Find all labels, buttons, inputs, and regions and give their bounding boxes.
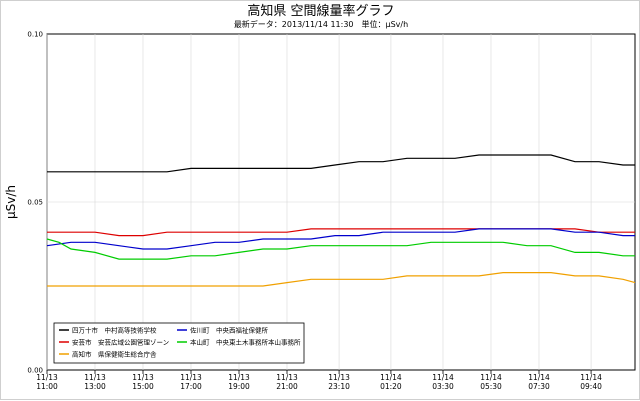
series-line-0 <box>47 154 635 173</box>
x-tick-date: 11/13 <box>84 373 106 382</box>
legend-label: 本山町 中央東土木事務所本山事務所 <box>190 338 301 347</box>
legend-label: 安芸市 安芸広域公園管理ゾーン <box>72 338 169 347</box>
x-tick-time: 13:00 <box>84 382 106 391</box>
x-tick-time: 23:10 <box>328 382 350 391</box>
x-tick-date: 11/13 <box>36 373 58 382</box>
x-tick-date: 11/13 <box>328 373 350 382</box>
series-line-3 <box>46 228 635 250</box>
x-tick-date: 11/14 <box>432 373 454 382</box>
x-tick-time: 17:00 <box>180 382 202 391</box>
y-axis-label: μSv/h <box>4 185 18 219</box>
x-tick-date: 11/14 <box>528 373 550 382</box>
x-tick-date: 11/14 <box>580 373 602 382</box>
grid-lines <box>46 34 635 370</box>
legend-box <box>53 322 305 364</box>
x-tick-time: 21:00 <box>276 382 298 391</box>
series-lines <box>46 154 636 287</box>
x-tick-date: 11/14 <box>480 373 502 382</box>
x-tick-time: 01:20 <box>380 382 402 391</box>
x-tick-time: 11:00 <box>36 382 58 391</box>
x-tick-time: 15:00 <box>132 382 154 391</box>
series-line-4 <box>46 238 635 260</box>
legend-label: 高知市 県保健衛生総合庁舎 <box>72 350 157 359</box>
x-tick-time: 09:40 <box>580 382 602 391</box>
x-tick-date: 11/13 <box>276 373 298 382</box>
y-tick-label: 0.00 <box>27 367 43 375</box>
x-tick-time: 03:30 <box>432 382 454 391</box>
x-tick-time: 19:00 <box>228 382 250 391</box>
x-tick-time: 05:30 <box>480 382 502 391</box>
chart-title: 高知県 空間線量率グラフ <box>247 3 394 19</box>
x-tick-date: 11/13 <box>132 373 154 382</box>
y-tick-label: 0.10 <box>27 31 43 39</box>
series-line-2 <box>47 272 636 287</box>
x-tick-date: 11/14 <box>380 373 402 382</box>
chart-subtitle: 最新データ：2013/11/14 11:30 単位：μSv/h <box>234 19 408 29</box>
legend-label: 佐川町 中央西福祉保健所 <box>190 326 269 335</box>
x-tick-date: 11/13 <box>228 373 250 382</box>
x-axis-ticks: 11/1311:0011/1313:0011/1315:0011/1317:00… <box>36 370 602 391</box>
legend-label: 四万十市 中村高等技術学校 <box>72 326 157 335</box>
x-tick-date: 11/13 <box>180 373 202 382</box>
x-tick-time: 07:30 <box>528 382 550 391</box>
y-axis-ticks: 0.00 0.05 0.10 <box>27 31 43 375</box>
y-tick-label: 0.05 <box>27 199 43 207</box>
